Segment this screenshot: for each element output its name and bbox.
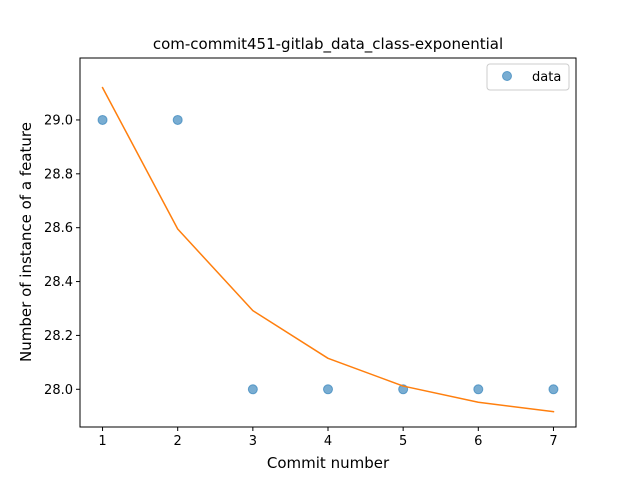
x-tick-label: 3 xyxy=(249,434,257,449)
y-tick-label: 28.0 xyxy=(44,383,73,398)
x-tick-label: 2 xyxy=(174,434,182,449)
x-tick-label: 5 xyxy=(399,434,407,449)
y-tick-label: 29.0 xyxy=(44,113,73,128)
data-point xyxy=(323,384,333,395)
legend-box xyxy=(486,63,570,91)
fit-line xyxy=(101,86,555,413)
y-axis-label: Number of instance of a feature xyxy=(17,122,35,362)
legend-marker xyxy=(502,71,512,81)
data-point xyxy=(97,114,108,125)
plot-area xyxy=(97,86,559,413)
x-tick-label: 7 xyxy=(549,434,557,449)
y-axis: 28.0 28.2 28.4 28.6 28.8 29.0 xyxy=(44,113,80,398)
data-point xyxy=(247,384,258,395)
x-tick-label: 1 xyxy=(98,434,106,449)
data-point xyxy=(473,384,484,395)
x-axis-label: Commit number xyxy=(267,454,390,472)
y-tick-label: 28.2 xyxy=(44,329,73,344)
legend-label: data xyxy=(532,70,561,85)
y-tick-label: 28.6 xyxy=(44,221,73,236)
x-tick-label: 4 xyxy=(324,434,332,449)
x-tick-label: 6 xyxy=(474,434,482,449)
x-axis: 1 2 3 4 5 6 7 xyxy=(98,427,558,449)
legend: data xyxy=(486,63,570,91)
y-tick-label: 28.8 xyxy=(44,167,73,182)
chart-title: com-commit451-gitlab_data_class-exponent… xyxy=(153,35,503,54)
y-tick-label: 28.4 xyxy=(44,275,73,290)
data-point xyxy=(548,384,559,395)
data-point xyxy=(172,114,183,125)
